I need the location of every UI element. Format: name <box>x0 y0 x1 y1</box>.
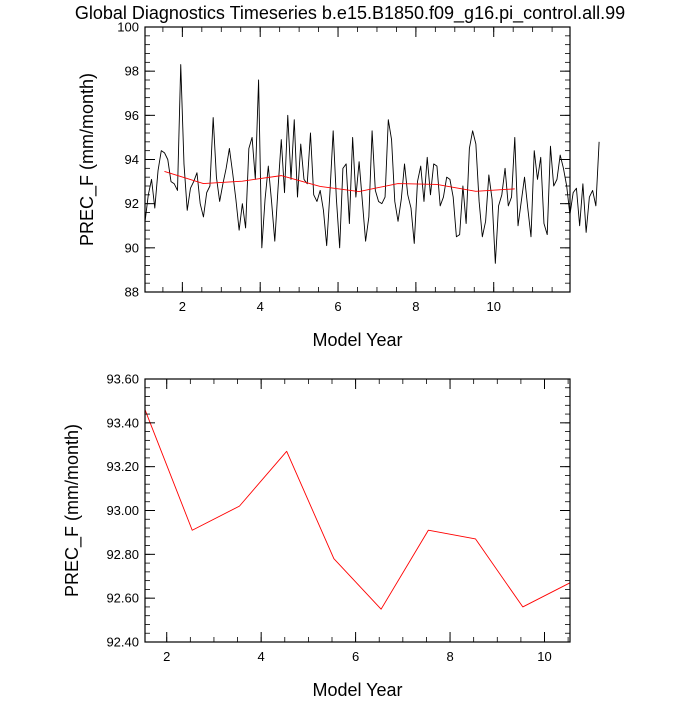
x-tick-label: 8 <box>412 299 419 314</box>
y-tick-label: 92 <box>125 196 139 211</box>
x-tick-label: 4 <box>258 649 265 664</box>
y-tick-label: 98 <box>125 64 139 79</box>
series-line-annual-mean <box>144 409 571 610</box>
x-tick-label: 4 <box>257 299 264 314</box>
x-tick-label: 10 <box>537 649 551 664</box>
x-tick-label: 2 <box>179 299 186 314</box>
x-tick-label: 6 <box>334 299 341 314</box>
x-tick-label: 10 <box>486 299 500 314</box>
y-tick-label: 93.40 <box>106 415 139 430</box>
plot-top: 2 4 6 8 10 88 90 92 94 96 98 100 Model Year PREC_F (m… <box>77 20 600 350</box>
y-tick-label: 94 <box>125 152 139 167</box>
figure-title: Global Diagnostics Timeseries b.e15.B185… <box>75 3 625 24</box>
y-tick-label: 92.80 <box>106 547 139 562</box>
y-tick-label: 92.60 <box>106 591 139 606</box>
x-axis-label: Model Year <box>312 330 402 350</box>
plot-frame <box>144 26 571 293</box>
y-tick-label: 88 <box>125 285 139 300</box>
y-axis-label: PREC_F (mm/month) <box>62 424 83 597</box>
series-line-annual-mean <box>164 171 515 192</box>
y-tick-label: 90 <box>125 240 139 255</box>
y-axis-label: PREC_F (mm/month) <box>77 73 98 246</box>
series-line-monthly <box>144 64 600 264</box>
plot-frame <box>144 378 571 643</box>
y-tick-label: 93.20 <box>106 459 139 474</box>
x-tick-label: 6 <box>352 649 359 664</box>
y-tick-label: 100 <box>117 20 139 35</box>
y-tick-label: 92.40 <box>106 635 139 650</box>
x-axis-label: Model Year <box>312 680 402 700</box>
y-tick-label: 93.60 <box>106 372 139 387</box>
x-tick-label: 2 <box>163 649 170 664</box>
plot-bottom: 2 4 6 8 10 92.40 92.60 92.80 93.00 93.20 93.40 93.6… <box>62 372 571 700</box>
y-tick-label: 96 <box>125 108 139 123</box>
x-tick-label: 8 <box>446 649 453 664</box>
y-tick-label: 93.00 <box>106 503 139 518</box>
